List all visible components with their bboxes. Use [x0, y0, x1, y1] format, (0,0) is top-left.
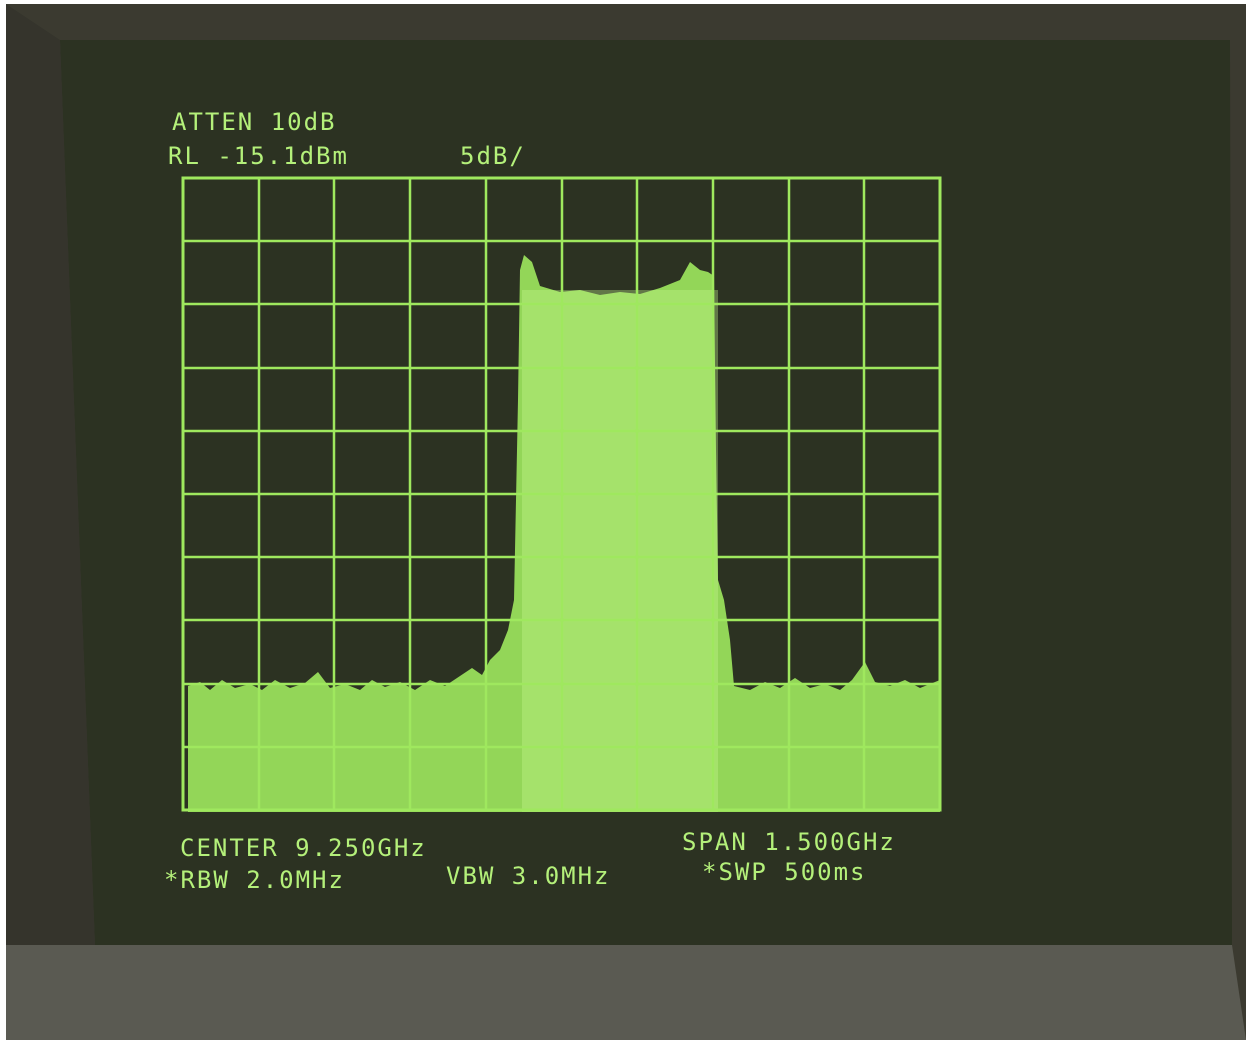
center-frequency: CENTER 9.250GHz	[180, 834, 427, 862]
scale-label: 5dB/	[460, 142, 526, 170]
reference-level: RL -15.1dBm	[168, 142, 349, 170]
span: SPAN 1.500GHz	[682, 828, 896, 856]
atten-label: ATTEN 10dB	[172, 108, 337, 136]
lower-bezel	[6, 940, 1246, 1040]
rbw: *RBW 2.0MHz	[164, 866, 345, 894]
analyzer-photo: ATTEN 10dB RL -15.1dBm 5dB/ CENTER 9.250…	[0, 0, 1249, 1044]
sweep-time: *SWP 500ms	[702, 858, 867, 886]
vbw: VBW 3.0MHz	[446, 862, 611, 890]
